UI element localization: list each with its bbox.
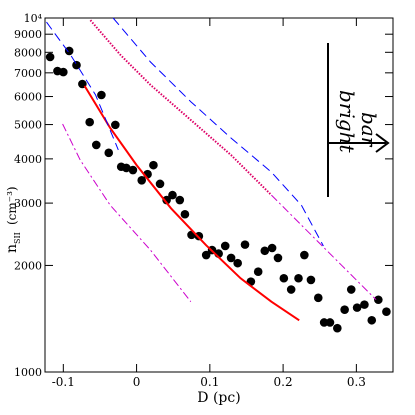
data-point xyxy=(137,175,147,185)
data-point xyxy=(97,90,106,100)
curve xyxy=(83,85,300,322)
y-tick-label: 8000 xyxy=(14,46,42,59)
x-tick-label: 0.2 xyxy=(274,375,293,389)
data-point xyxy=(279,273,289,283)
data-point xyxy=(253,267,263,277)
y-tick-label: 6000 xyxy=(14,91,42,104)
y-tick-label: 9000 xyxy=(14,28,42,41)
data-point xyxy=(325,318,335,327)
curve xyxy=(62,123,192,303)
data-point xyxy=(180,209,190,219)
data-point xyxy=(260,246,270,256)
data-point xyxy=(346,285,356,294)
curve xyxy=(271,194,377,301)
data-point xyxy=(233,258,242,268)
data-point xyxy=(273,253,283,263)
y-tick-label: 1000 xyxy=(14,366,42,379)
curve xyxy=(112,17,324,247)
data-point xyxy=(91,140,101,150)
data-point xyxy=(64,46,74,56)
data-point xyxy=(306,275,316,285)
y-tick-label: 10⁴ xyxy=(24,12,43,25)
data-point xyxy=(111,120,120,130)
plot-frame xyxy=(44,17,394,373)
data-point xyxy=(201,250,211,260)
data-point xyxy=(162,195,171,205)
x-axis-label: D (pc) xyxy=(197,390,240,406)
data-point xyxy=(155,179,165,189)
data-point xyxy=(122,163,131,173)
data-point xyxy=(313,293,323,303)
y-tick-label: 7000 xyxy=(14,67,42,80)
data-point xyxy=(340,305,349,314)
annotation-text: bar xyxy=(357,112,381,148)
data-point xyxy=(352,303,362,312)
data-point xyxy=(267,243,277,253)
x-tick-label: 0 xyxy=(133,375,141,389)
data-point xyxy=(382,307,391,317)
annotation-text: bright xyxy=(335,90,359,153)
y-tick-label: 5000 xyxy=(14,119,42,132)
y-axis-label-group: n SII (cm⁻³) xyxy=(4,186,22,253)
curve xyxy=(46,21,119,151)
data-point xyxy=(374,295,383,305)
data-point xyxy=(175,195,185,205)
x-tick-label: 0.3 xyxy=(347,375,366,389)
data-point xyxy=(104,148,114,158)
data-point xyxy=(333,323,342,333)
y-axis-label: n xyxy=(4,244,20,253)
data-point xyxy=(360,300,369,309)
data-point xyxy=(45,52,55,62)
data-point xyxy=(294,273,303,283)
y-axis-label-sub: SII xyxy=(13,232,22,244)
data-point xyxy=(59,67,68,77)
x-tick-label: 0.1 xyxy=(200,375,219,389)
data-point xyxy=(72,60,81,70)
data-point xyxy=(367,315,377,325)
data-point xyxy=(226,253,236,263)
data-point xyxy=(168,190,177,200)
data-point xyxy=(85,117,94,127)
data-point xyxy=(286,285,296,294)
data-point xyxy=(128,165,138,175)
y-tick-label: 2000 xyxy=(14,259,42,272)
y-tick-label: 4000 xyxy=(14,153,42,166)
data-point xyxy=(149,160,158,170)
curve xyxy=(89,19,273,196)
data-point xyxy=(220,241,230,251)
data-point xyxy=(300,250,309,260)
y-axis-label-unit: (cm⁻³) xyxy=(5,186,19,225)
x-tick-label: -0.1 xyxy=(52,375,75,389)
data-point xyxy=(240,240,250,249)
arrow-head xyxy=(375,133,390,153)
y-tick-label: 3000 xyxy=(14,197,42,210)
